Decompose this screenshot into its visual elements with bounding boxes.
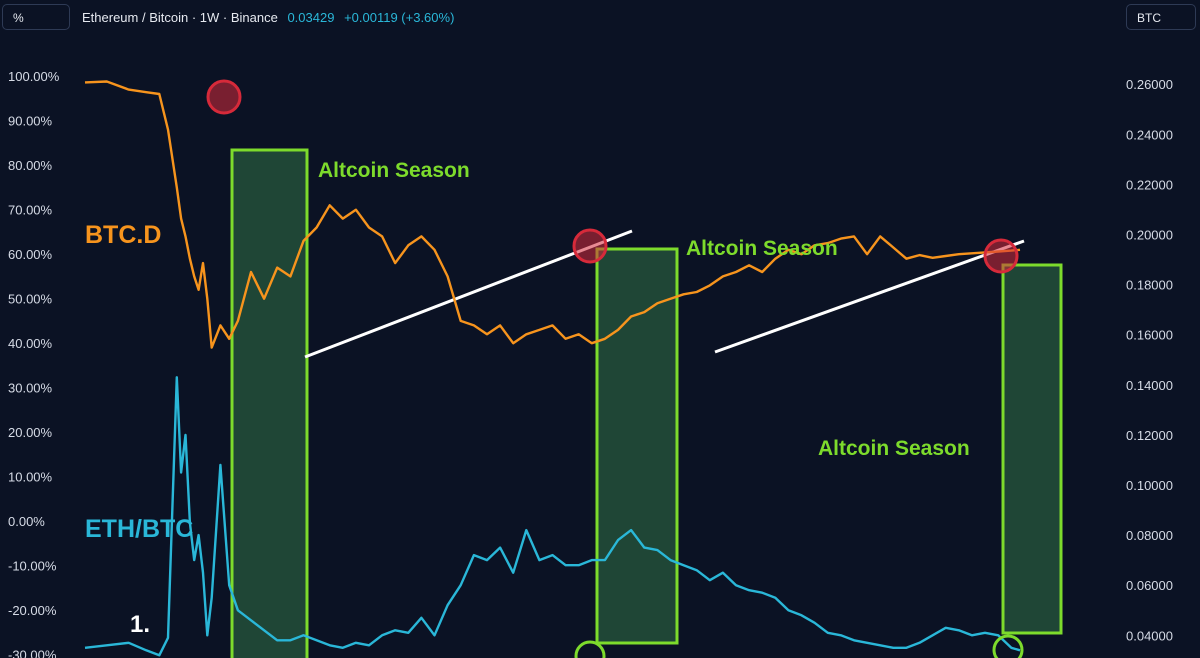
left-axis-tick-label: -10.00% [8,559,57,574]
buy-signal-marker [992,634,1024,658]
price-change: +0.00119 (+3.60%) [344,10,455,25]
right-axis-tick-label: 0.08000 [1126,528,1173,543]
right-axis-tick-label: 0.04000 [1126,628,1173,643]
right-axis-tick-label: 0.18000 [1126,278,1173,293]
btc-scale-button[interactable]: BTC [1126,4,1196,30]
left-axis-tick-label: 80.00% [8,158,53,173]
altcoin-season-label-2: Altcoin Season [686,237,838,260]
left-axis-tick-label: 50.00% [8,292,53,307]
left-axis-tick-label: 100.00% [8,69,60,84]
percent-scale-button[interactable]: % [2,4,70,30]
btc-d-label: BTC.D [85,221,161,249]
sell-signal-marker [206,79,242,115]
trendline [714,239,1025,354]
last-price: 0.03429 [287,10,335,25]
right-axis-tick-label: 0.26000 [1126,77,1173,92]
sell-signal-marker [572,228,608,264]
altcoin-season-label-1: Altcoin Season [318,159,470,182]
right-axis-tick-label: 0.14000 [1126,378,1173,393]
left-axis-tick-label: 20.00% [8,425,53,440]
chart-header: % Ethereum / Bitcoin · 1W · Binance 0.03… [0,0,1200,36]
altcoin-season-box [230,148,309,658]
altcoin-season-label-3: Altcoin Season [818,437,970,460]
right-axis[interactable]: 0.26000 0.24000 0.22000 0.20000 0.18000 0.160… [1126,77,1173,643]
left-axis-tick-label: -30.00% [8,648,57,658]
left-axis[interactable]: 100.00% 90.00% 80.00% 70.00% 60.00% 50.00% 40.… [8,69,60,658]
btc-d-series-line [84,80,1021,349]
symbol-title-bar: Ethereum / Bitcoin · 1W · Binance 0.0342… [82,10,454,25]
left-axis-tick-label: 70.00% [8,203,53,218]
altcoin-season-boxes [230,148,1063,658]
sell-signal-marker [983,238,1019,274]
altcoin-season-box [1001,263,1063,635]
left-axis-tick-label: -20.00% [8,603,57,618]
point-label: 1. [130,611,150,638]
right-axis-tick-label: 0.22000 [1126,177,1173,192]
altcoin-season-box [595,247,679,645]
right-axis-tick-label: 0.06000 [1126,578,1173,593]
symbol-title[interactable]: Ethereum / Bitcoin · 1W · Binance [82,10,278,25]
left-axis-tick-label: 0.00% [8,514,45,529]
left-axis-tick-label: 40.00% [8,336,53,351]
buy-signal-marker [574,640,606,658]
signal-markers [206,79,1024,658]
series-lines [84,80,1021,657]
right-axis-tick-label: 0.20000 [1126,228,1173,243]
right-axis-tick-label: 0.12000 [1126,428,1173,443]
left-axis-tick-label: 10.00% [8,470,53,485]
right-axis-tick-label: 0.24000 [1126,127,1173,142]
eth-btc-label: ETH/BTC [85,515,193,543]
left-axis-tick-label: 60.00% [8,247,53,262]
left-axis-tick-label: 90.00% [8,114,53,129]
eth-btc-series-line [84,376,1021,657]
left-axis-tick-label: 30.00% [8,381,53,396]
right-axis-tick-label: 0.10000 [1126,478,1173,493]
right-axis-tick-label: 0.16000 [1126,328,1173,343]
